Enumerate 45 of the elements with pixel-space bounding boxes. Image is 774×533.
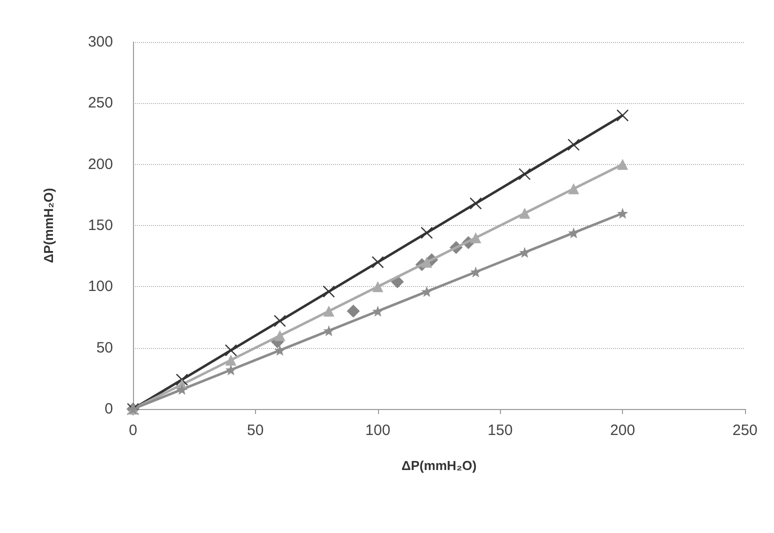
point [322, 285, 335, 298]
y-tick-label: 100 [88, 278, 113, 296]
x-tick-label: 0 [128, 422, 138, 439]
x-tick-label: 150 [488, 422, 513, 439]
point [176, 384, 188, 395]
y-tick-label: 250 [88, 94, 113, 112]
point [420, 226, 433, 239]
point [323, 325, 334, 336]
point [568, 183, 580, 194]
point [372, 306, 384, 317]
y-tick-label: 50 [96, 339, 113, 356]
y-axis-title: ΔP(mmH₂O) [41, 188, 56, 264]
point [372, 281, 384, 292]
point [225, 354, 236, 366]
point [421, 286, 432, 298]
x-tick-label: 250 [732, 422, 758, 439]
point [421, 256, 432, 268]
y-tick-label: 300 [88, 34, 113, 50]
point [372, 256, 384, 268]
point [568, 138, 580, 151]
point [519, 208, 530, 219]
point [470, 232, 482, 244]
point [323, 306, 334, 317]
point [176, 374, 188, 386]
point [617, 208, 628, 219]
y-tick-label: 200 [88, 156, 113, 173]
point [274, 330, 286, 342]
point [519, 246, 530, 258]
point [274, 314, 286, 328]
point [470, 266, 482, 278]
point [568, 227, 580, 238]
point [225, 364, 236, 376]
point [616, 109, 629, 122]
point [346, 304, 360, 318]
x-tick-label: 100 [365, 422, 390, 439]
point [470, 197, 482, 210]
point [274, 344, 286, 356]
x-tick-label: 200 [610, 422, 636, 439]
y-tick-label: 150 [88, 217, 113, 234]
x-axis-title: ΔP(mmH₂O) [401, 458, 477, 473]
y-tick-label: 0 [104, 400, 113, 418]
point [518, 168, 531, 180]
point [617, 158, 628, 170]
point [224, 344, 238, 356]
x-tick-label: 50 [247, 422, 264, 439]
